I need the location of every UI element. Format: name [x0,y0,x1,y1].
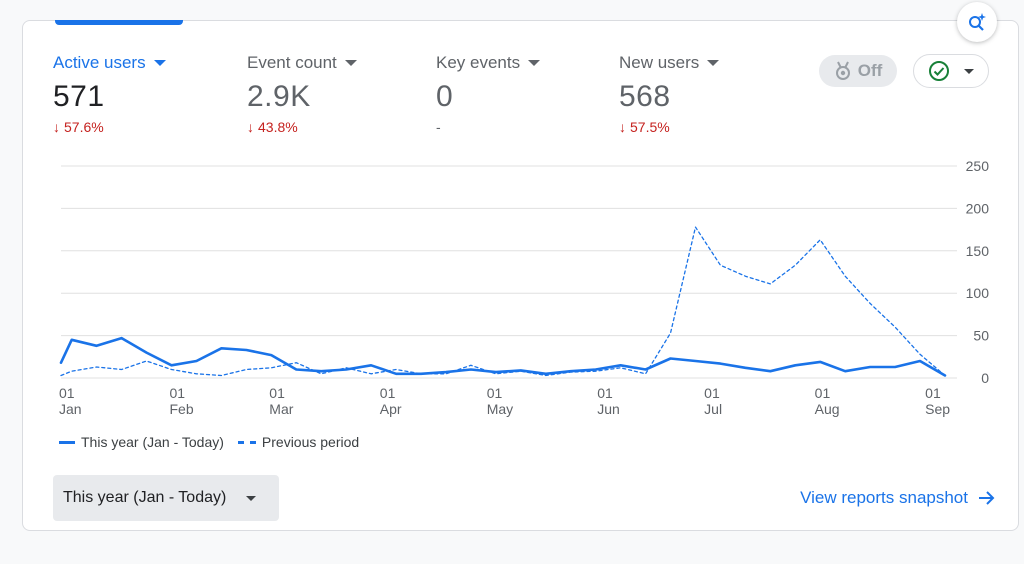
metric-value: 568 [619,80,671,113]
metric-label: New users [619,53,720,73]
metric-change: - [436,119,441,135]
y-tick-label: 200 [966,200,990,216]
y-tick-label: 150 [966,243,990,259]
x-tick-day: 01 [170,385,186,401]
chevron-down-icon [707,60,720,66]
metric-value: 571 [53,80,105,113]
active-tab-indicator [55,20,183,25]
x-tick-day: 01 [59,385,75,401]
x-tick-month: May [487,401,513,417]
view-reports-snapshot-link[interactable]: View reports snapshot [800,488,996,508]
chevron-down-icon [964,68,974,74]
legend-current: This year (Jan - Today) [81,434,224,450]
series-this-year-line [59,336,947,377]
chart-legend: This year (Jan - Today) Previous period [59,434,359,450]
compare-dropdown[interactable] [913,54,989,88]
line-chart: 05010015020025001Jan01Feb01Mar01Apr01May… [59,158,990,417]
chevron-down-icon [528,60,541,66]
y-tick-label: 50 [973,328,989,344]
x-tick-month: Jan [59,401,82,417]
y-tick-label: 0 [981,370,989,386]
y-tick-label: 250 [966,158,990,174]
toggle-label: Off [857,61,883,80]
arrow-down-icon: ↓ [53,119,60,135]
x-tick-day: 01 [597,385,613,401]
chevron-down-icon [344,60,357,66]
metric-value: 0 [436,80,454,113]
x-tick-day: 01 [487,385,503,401]
legend-dashed-swatch [237,440,256,444]
arrow-down-icon: ↓ [247,119,254,135]
x-tick-month: Sep [925,401,950,417]
x-tick-month: Mar [269,401,293,417]
check-circle-icon [929,61,949,81]
x-tick-month: Apr [380,401,402,417]
metric-change: ↓ 57.5% [619,119,670,135]
insights-sparkle-icon [969,13,986,31]
metric-new-users[interactable]: New users 568 ↓ 57.5% [619,53,720,135]
x-tick-day: 01 [704,385,720,401]
arrow-down-icon: ↓ [619,119,626,135]
x-tick-month: Jun [597,401,620,417]
x-tick-month: Aug [815,401,840,417]
metric-label: Active users [53,53,166,73]
legend-solid-swatch [59,440,75,444]
chevron-down-icon [246,495,257,501]
metric-change: ↓ 43.8% [247,119,298,135]
metric-key-events[interactable]: Key events 0 - [436,53,541,135]
snapshot-link-label: View reports snapshot [800,488,968,507]
metric-value: 2.9K [247,80,311,113]
x-tick-month: Feb [170,401,194,417]
y-tick-label: 100 [966,285,990,301]
overview-card: Active users 571 ↓ 57.6% Event count 2.9K… [22,20,1019,531]
date-range-select[interactable]: This year (Jan - Today) [53,475,279,521]
x-tick-day: 01 [269,385,285,401]
insights-off-toggle[interactable]: Off [819,55,897,87]
metric-active-users[interactable]: Active users 571 ↓ 57.6% [53,53,166,135]
series-previous-period-line [60,226,946,377]
date-range-label: This year (Jan - Today) [63,489,227,506]
x-tick-day: 01 [380,385,396,401]
metric-label: Event count [247,53,357,73]
metric-event-count[interactable]: Event count 2.9K ↓ 43.8% [247,53,357,135]
insights-button[interactable] [957,2,997,42]
arrow-right-icon [979,491,995,505]
metric-label: Key events [436,53,541,73]
legend-previous: Previous period [261,434,360,450]
x-tick-day: 01 [815,385,831,401]
x-tick-month: Jul [704,401,722,417]
chevron-down-icon [153,60,166,66]
x-tick-day: 01 [925,385,941,401]
metric-change: ↓ 57.6% [53,119,104,135]
award-icon [835,61,850,80]
